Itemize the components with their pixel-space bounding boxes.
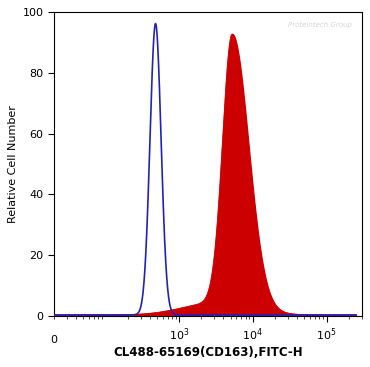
X-axis label: CL488-65169(CD163),FITC-H: CL488-65169(CD163),FITC-H	[113, 346, 303, 359]
Y-axis label: Relative Cell Number: Relative Cell Number	[9, 105, 18, 223]
Text: 0: 0	[50, 335, 57, 345]
Text: Proteintech Group: Proteintech Group	[289, 21, 353, 28]
